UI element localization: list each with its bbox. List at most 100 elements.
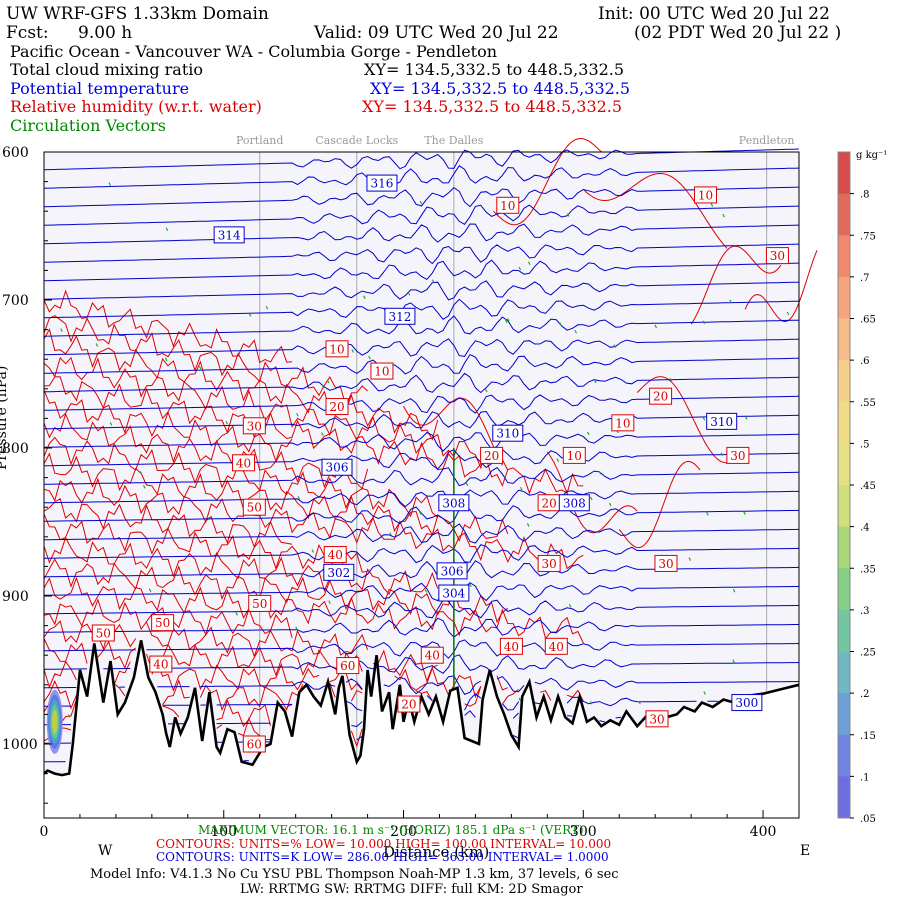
circulation-vector xyxy=(139,470,143,475)
theta-label: 308 xyxy=(442,496,465,510)
plot-area: 10 10 30 10 10 20 20 10 30 30 40 20 10 20 50 40 30 30 50 50… xyxy=(43,137,818,819)
circulation-vector xyxy=(526,523,530,527)
colorbar-label: .15 xyxy=(860,731,876,742)
theta-contour xyxy=(43,338,800,357)
circulation-vector xyxy=(729,299,732,303)
colorbar-segment xyxy=(838,734,850,777)
rh-label: 30 xyxy=(541,557,556,571)
circulation-vector xyxy=(710,203,714,207)
rh-label: 10 xyxy=(567,449,582,463)
theta-contour xyxy=(43,394,800,414)
theta-contour-info: CONTOURS: UNITS=K LOW= 286.00 HIGH= 365.… xyxy=(156,850,609,864)
circulation-vector xyxy=(703,691,706,695)
theta-label: 316 xyxy=(370,177,393,191)
location-label: Pendleton xyxy=(739,134,795,147)
circulation-vector xyxy=(568,604,572,608)
rh-label: 60 xyxy=(340,659,355,673)
rh-contour xyxy=(43,452,509,542)
theta-contour xyxy=(43,582,799,602)
circulation-vector xyxy=(424,589,428,593)
rh-label-box xyxy=(480,446,504,464)
theta-contour xyxy=(43,431,800,452)
rh-contour xyxy=(618,460,701,549)
circulation-vector xyxy=(407,292,411,296)
circulation-vector xyxy=(465,482,469,487)
theta-contour xyxy=(43,280,800,301)
field-name: Relative humidity (w.r.t. water) xyxy=(10,97,262,116)
theta-label: 310 xyxy=(496,427,519,441)
circulation-vector xyxy=(235,612,238,616)
theta-label: 312 xyxy=(388,310,411,324)
circulation-vector xyxy=(484,388,488,393)
circulation-vector xyxy=(225,421,229,425)
theta-label: 308 xyxy=(563,496,586,510)
rh-label-box xyxy=(726,446,750,464)
rh-label: 10 xyxy=(329,342,344,356)
rh-label: 10 xyxy=(374,365,389,379)
rh-label-box xyxy=(91,624,115,642)
location-label: The Dalles xyxy=(424,134,483,147)
rh-label-box xyxy=(323,546,347,564)
circulation-vector xyxy=(363,295,366,300)
rh-label: 30 xyxy=(649,712,664,726)
rh-label: 40 xyxy=(236,456,251,470)
theta-contour xyxy=(43,489,799,509)
circulation-vector xyxy=(469,583,472,588)
circulation-vector xyxy=(743,511,746,515)
footer: MAXIMUM VECTOR: 16.1 m s⁻¹ (HORIZ) 185.1… xyxy=(90,823,619,897)
theta-label-box xyxy=(366,174,398,192)
rh-contour xyxy=(43,412,369,490)
y-tick-label: 1000 xyxy=(2,737,38,753)
circulation-vector xyxy=(654,324,657,329)
theta-label: 300 xyxy=(735,696,758,710)
theta-label: 310 xyxy=(710,415,733,429)
rh-label-box xyxy=(325,340,349,358)
circulation-vector xyxy=(732,588,736,593)
model-info-2: LW: RRTMG SW: RRTMG DIFF: full KM: 2D Sm… xyxy=(240,882,583,897)
circulation-vector xyxy=(702,417,706,421)
circulation-vector xyxy=(108,182,112,186)
theta-label-box xyxy=(706,412,738,430)
rh-label: 50 xyxy=(155,616,170,630)
init-time: Init: 00 UTC Wed 20 Jul 22 xyxy=(598,4,830,24)
theta-label-box xyxy=(438,494,470,512)
circulation-vector xyxy=(95,343,99,347)
fcst-value: 9.00 h xyxy=(78,23,132,43)
theta-contour xyxy=(43,298,800,320)
x-end-east: E xyxy=(800,843,810,859)
circulation-vector xyxy=(431,279,435,283)
theta-label: 302 xyxy=(327,566,350,580)
rh-label: 30 xyxy=(247,419,262,433)
rh-label: 40 xyxy=(504,640,519,654)
circulation-vector xyxy=(706,512,709,516)
rh-label-box xyxy=(496,196,520,214)
rh-label-box xyxy=(248,594,272,612)
colorbar-segment xyxy=(838,776,850,819)
theta-label: 304 xyxy=(442,587,465,601)
rh-contour xyxy=(43,576,584,644)
circulation-vector xyxy=(198,365,202,370)
colorbar: .8 .75 .7 .65 .6 .55 .5 .45 .4 .35 .3 .25 .2 .15 .1 .05 xyxy=(837,151,876,825)
rh-label-box xyxy=(370,362,394,380)
theta-contour xyxy=(43,204,800,226)
circulation-vector xyxy=(351,349,354,353)
colorbar-label: .6 xyxy=(860,356,870,367)
colorbar-segment xyxy=(838,193,850,236)
y-tick-label: 600 xyxy=(2,145,29,161)
x-tick-label: 200 xyxy=(390,824,417,840)
colorbar-segment xyxy=(838,693,850,736)
rh-contour xyxy=(582,172,728,249)
rh-label-box xyxy=(611,414,635,432)
theta-contour xyxy=(43,523,800,544)
rh-label-box xyxy=(336,657,360,675)
y-tick-label: 800 xyxy=(2,441,29,457)
circulation-vector xyxy=(556,458,560,462)
rh-label: 40 xyxy=(328,548,343,562)
theta-contour xyxy=(43,223,800,245)
theta-contour xyxy=(43,503,800,525)
colorbar-segment xyxy=(838,152,850,195)
field-xy: XY= 134.5,332.5 to 448.5,332.5 xyxy=(370,79,630,98)
colorbar-segment xyxy=(838,526,850,569)
location-label: Portland xyxy=(236,134,283,147)
